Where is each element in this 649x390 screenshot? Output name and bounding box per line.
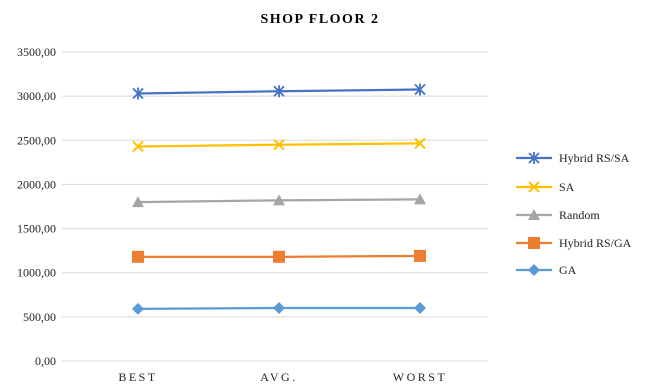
legend-marker xyxy=(528,152,540,164)
series-hybrid-rs-ga xyxy=(132,249,426,263)
legend-marker xyxy=(528,209,540,220)
data-point xyxy=(132,302,144,315)
series-random xyxy=(132,193,426,208)
chart-title: SHOP FLOOR 2 xyxy=(260,12,379,27)
series-sa xyxy=(132,137,426,153)
y-tick-label: 0,00 xyxy=(35,354,56,368)
legend-label: SA xyxy=(559,180,575,194)
series-ga xyxy=(132,302,426,315)
legend-entry: Random xyxy=(516,208,600,222)
data-point xyxy=(132,196,144,208)
x-tick-label: BEST xyxy=(118,370,157,384)
data-point xyxy=(273,138,285,151)
legend-entry: Hybrid RS/GA xyxy=(516,236,632,250)
legend-label: Hybrid RS/GA xyxy=(559,236,632,250)
legend-marker xyxy=(528,264,540,276)
data-point xyxy=(132,140,144,153)
y-tick-label: 3500,00 xyxy=(17,45,56,59)
y-tick-label: 2500,00 xyxy=(17,133,56,147)
legend-marker xyxy=(528,181,540,193)
x-axis: BEST AVG. WORST xyxy=(118,370,448,384)
legend-marker xyxy=(528,237,540,249)
y-axis: 0,00 500,00 1000,00 1500,00 2000,00 2500,00 30… xyxy=(17,45,56,368)
legend-label: GA xyxy=(559,263,577,277)
data-point xyxy=(132,87,144,100)
y-tick-label: 2000,00 xyxy=(17,177,56,191)
data-point xyxy=(414,249,426,262)
y-tick-label: 1000,00 xyxy=(17,266,56,280)
legend-entry: GA xyxy=(516,263,577,277)
data-point xyxy=(273,250,285,263)
data-point xyxy=(414,83,426,96)
x-tick-label: AVG. xyxy=(260,370,297,384)
data-point xyxy=(273,302,285,315)
legend-entry: SA xyxy=(516,180,575,194)
data-point xyxy=(273,85,285,98)
x-tick-label: WORST xyxy=(393,370,448,384)
y-tick-label: 3000,00 xyxy=(17,89,56,103)
y-tick-label: 500,00 xyxy=(23,310,56,324)
data-point xyxy=(273,194,285,206)
data-point xyxy=(414,193,426,205)
y-tick-label: 1500,00 xyxy=(17,222,56,236)
series-lines xyxy=(132,83,426,315)
legend-label: Random xyxy=(559,208,600,222)
data-point xyxy=(132,250,144,263)
legend-entry: Hybrid RS/SA xyxy=(516,151,630,165)
legend: Hybrid RS/SA SA Random Hybrid RS/GA GA xyxy=(516,151,632,277)
gridlines xyxy=(62,51,488,362)
data-point xyxy=(414,137,426,150)
data-point xyxy=(414,302,426,315)
legend-label: Hybrid RS/SA xyxy=(559,151,630,165)
series-hybrid-rs-sa xyxy=(132,83,426,100)
